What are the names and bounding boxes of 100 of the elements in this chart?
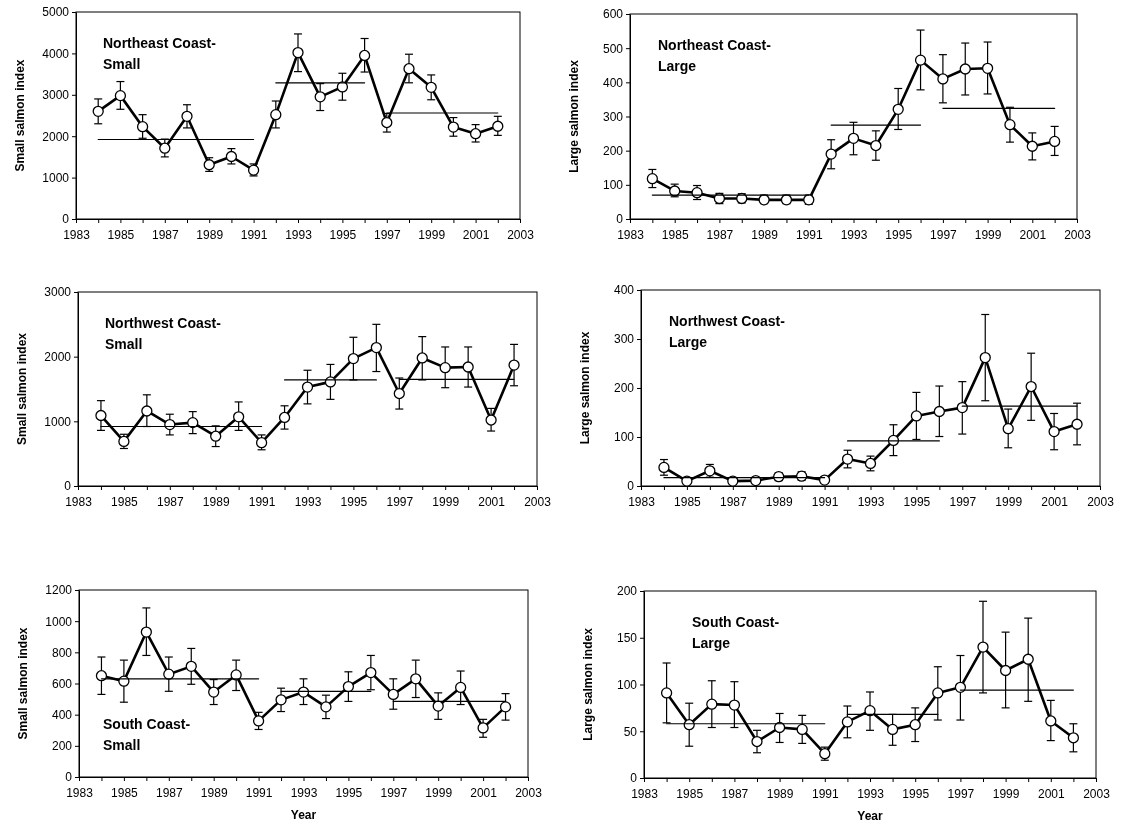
y-tick-label: 50 [623,724,638,739]
x-tick-label: 2001 [478,495,506,510]
x-tick-label: 2003 [515,786,543,801]
y-tick-label: 3000 [42,88,70,103]
x-tick-label: 1999 [425,786,453,801]
x-tick-label: 1987 [719,495,747,510]
y-tick-label: 3000 [44,285,72,300]
x-tick-label: 1997 [380,786,408,801]
y-tick-label: 600 [602,7,624,22]
x-tick-label: 1993 [840,228,868,243]
y-tick-label: 500 [602,41,624,56]
x-tick-label: 1997 [386,495,414,510]
y-tick-label: 1000 [45,614,73,629]
x-tick-label: 1987 [721,787,749,802]
x-tick-label: 1991 [811,787,839,802]
x-tick-label: 1993 [290,786,318,801]
x-tick-label: 1995 [902,787,930,802]
x-tick-label: 1997 [373,228,401,243]
x-axis-title: Year [857,809,884,823]
x-tick-label: 1999 [418,228,446,243]
y-tick-label: 0 [630,771,638,786]
y-tick-label: 400 [613,283,635,298]
x-tick-label: 1983 [63,228,91,243]
y-tick-label: 1000 [44,414,72,429]
y-tick-label: 4000 [42,46,70,61]
x-tick-label: 1985 [674,495,702,510]
x-tick-label: 1999 [432,495,460,510]
y-tick-label: 0 [616,212,624,227]
x-tick-label: 1995 [903,495,931,510]
y-tick-label: 300 [613,332,635,347]
x-tick-label: 1993 [857,787,885,802]
y-tick-label: 400 [602,75,624,90]
text: Northwest Coast-Large [669,313,786,350]
y-tick-label: 100 [616,677,638,692]
x-tick-label: 1989 [751,228,779,243]
x-tick-label: 1985 [111,495,139,510]
x-tick-label: 1985 [676,787,704,802]
y-tick-label: 100 [613,430,635,445]
y-tick-label: 2000 [42,129,70,144]
x-tick-label: 1989 [200,786,228,801]
text: Northwest Coast-Small [105,315,222,352]
x-tick-label: 1989 [202,495,230,510]
x-tick-label: 2003 [1083,787,1111,802]
x-tick-label: 2003 [1087,495,1115,510]
x-tick-label: 1989 [196,228,224,243]
y-tick-label: 200 [616,584,638,599]
x-tick-label: 1991 [811,495,839,510]
x-tick-label: 1985 [111,786,139,801]
y-tick-label: 100 [602,178,624,193]
x-tick-label: 1995 [340,495,368,510]
text: South Coast-Large [692,614,780,651]
x-tick-label: 2001 [1037,787,1065,802]
x-tick-label: 1989 [765,495,793,510]
y-axis-title: Large salmon index [578,331,592,445]
x-tick-label: 2003 [524,495,552,510]
x-tick-label: 1983 [628,495,656,510]
y-tick-label: 400 [51,708,73,723]
x-tick-label: 1983 [631,787,659,802]
x-tick-label: 1997 [947,787,975,802]
y-tick-label: 600 [51,676,73,691]
text: Northeast Coast-Large [658,37,772,74]
y-tick-label: 0 [65,770,73,785]
x-tick-label: 1991 [245,786,273,801]
x-tick-label: 1999 [974,228,1002,243]
x-tick-label: 1993 [857,495,885,510]
y-tick-label: 200 [613,381,635,396]
x-tick-label: 1983 [66,786,94,801]
text: South Coast-Small [103,716,191,753]
y-tick-label: 1000 [42,170,70,185]
x-tick-label: 1993 [294,495,322,510]
x-tick-label: 1999 [992,787,1020,802]
x-tick-label: 2003 [1064,228,1092,243]
x-tick-label: 1983 [65,495,93,510]
y-tick-label: 2000 [44,350,72,365]
y-tick-label: 800 [51,645,73,660]
x-tick-label: 1987 [155,786,183,801]
y-axis-title: Large salmon index [581,627,595,741]
x-tick-label: 1995 [329,228,357,243]
x-tick-label: 1985 [107,228,135,243]
x-tick-label: 2001 [1019,228,1047,243]
y-tick-label: 0 [62,212,70,227]
x-tick-label: 1999 [995,495,1023,510]
x-tick-label: 1991 [248,495,276,510]
x-tick-label: 1995 [335,786,363,801]
x-tick-label: 1993 [285,228,313,243]
y-tick-label: 5000 [42,5,70,20]
y-tick-label: 0 [64,479,72,494]
x-tick-label: 2001 [462,228,490,243]
y-tick-label: 300 [602,109,624,124]
x-tick-label: 1987 [151,228,179,243]
x-tick-label: 1995 [885,228,913,243]
x-tick-label: 1991 [795,228,823,243]
y-axis-title: Small salmon index [16,627,30,740]
y-tick-label: 0 [627,479,635,494]
x-tick-label: 2001 [470,786,498,801]
x-tick-label: 1983 [617,228,645,243]
text: Northeast Coast-Small [103,35,217,72]
y-tick-label: 200 [602,144,624,159]
x-tick-label: 2003 [507,228,535,243]
x-tick-label: 1987 [706,228,734,243]
